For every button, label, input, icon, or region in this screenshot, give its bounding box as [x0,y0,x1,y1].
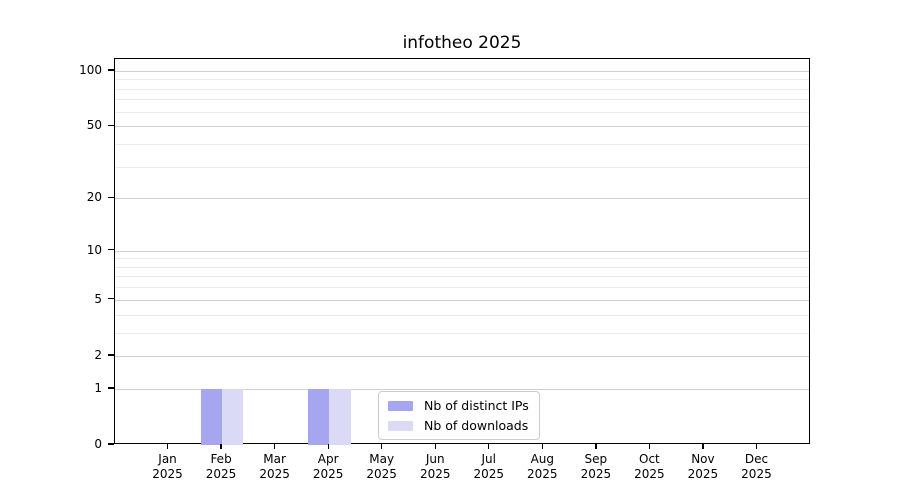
y-tick-mark [108,443,114,445]
minor-gridline [115,332,809,334]
legend-item: Nb of distinct IPs [388,398,529,413]
x-tick-month: Nov [691,452,715,466]
major-gridline [115,250,809,252]
y-tick-label: 2 [94,347,102,362]
x-tick-mark [648,444,651,449]
x-tick-month: Aug [530,452,555,466]
minor-gridline [115,111,809,113]
major-gridline [115,355,809,357]
y-tick-mark [108,196,114,198]
x-tick-year: 2025 [634,467,665,481]
x-tick-mark [595,444,597,449]
y-tick-label: 50 [86,118,102,133]
x-tick-month: Sep [584,452,608,466]
plot-area [114,58,810,445]
x-tick-label: Jul 2025 [459,452,519,482]
y-tick-mark [108,354,114,356]
x-tick-mark [755,444,758,449]
major-gridline [115,126,809,128]
x-tick-month: May [369,452,395,466]
bar-distinct-ips [200,388,223,445]
x-tick-month: Feb [210,452,232,466]
y-tick-mark [108,387,114,389]
y-tick-label: 0 [94,437,102,451]
minor-gridline [115,99,809,101]
x-tick-mark [702,444,704,449]
legend-label: Nb of distinct IPs [424,398,529,413]
legend-swatch-downloads [388,420,413,431]
minor-gridline [115,276,809,278]
minor-gridline [115,287,809,289]
x-tick-year: 2025 [205,467,237,481]
chart-title: infotheo 2025 [402,33,522,53]
y-tick-label: 100 [79,62,102,77]
x-tick-label: Nov 2025 [673,452,733,482]
minor-gridline [115,266,809,268]
major-gridline [115,388,809,390]
x-tick-mark [166,444,169,449]
x-tick-year: 2025 [580,467,612,481]
x-tick-mark [434,444,436,449]
x-tick-label: Dec 2025 [726,452,786,482]
legend-item: Nb of downloads [388,418,529,433]
y-tick-label: 1 [94,380,102,395]
x-tick-year: 2025 [473,467,505,481]
y-tick-mark [108,69,114,71]
minor-gridline [115,79,809,81]
y-tick-mark [108,298,114,300]
x-tick-year: 2025 [259,467,290,481]
x-tick-year: 2025 [366,467,397,481]
minor-gridline [115,314,809,316]
x-tick-month: Apr [317,452,339,466]
x-tick-month: Mar [263,452,286,466]
y-tick-mark [108,249,114,251]
bar-downloads [222,388,244,445]
minor-gridline [115,88,809,90]
major-gridline [115,299,809,301]
legend-label: Nb of downloads [424,418,529,433]
x-tick-label: Aug 2025 [512,452,572,482]
x-tick-month: Jun [425,452,445,466]
minor-gridline [115,258,809,260]
x-tick-year: 2025 [312,467,344,481]
x-tick-label: Oct 2025 [619,452,679,482]
y-tick-label: 10 [86,242,102,257]
x-tick-year: 2025 [741,467,772,481]
x-tick-label: May 2025 [352,452,412,482]
major-gridline [115,70,809,72]
x-tick-year: 2025 [152,467,183,481]
legend: Nb of distinct IPs Nb of downloads [378,391,540,440]
x-tick-label: Mar 2025 [245,452,305,482]
x-tick-label: Feb 2025 [191,452,251,482]
y-tick-label: 5 [94,291,102,306]
x-tick-year: 2025 [687,467,719,481]
x-tick-mark [381,444,383,449]
y-tick-mark [108,124,114,126]
x-tick-mark [327,444,329,449]
x-tick-month: Jul [481,452,496,466]
x-tick-month: Oct [639,452,660,466]
x-tick-year: 2025 [419,467,451,481]
x-tick-mark [541,444,543,449]
x-tick-mark [488,444,490,449]
x-tick-label: Apr 2025 [298,452,358,482]
minor-gridline [115,143,809,145]
legend-swatch-distinct-ips [388,400,413,411]
x-tick-label: Jun 2025 [405,452,465,482]
bar-downloads [329,388,351,445]
x-tick-month: Jan [158,452,177,466]
x-tick-year: 2025 [527,467,558,481]
x-tick-month: Dec [744,452,769,466]
x-tick-label: Jan 2025 [138,452,198,482]
y-tick-label: 20 [86,190,102,205]
x-tick-mark [220,444,222,449]
minor-gridline [115,166,809,168]
x-tick-label: Sep 2025 [566,452,626,482]
bar-distinct-ips [307,388,330,445]
x-tick-mark [274,444,276,449]
major-gridline [115,198,809,200]
